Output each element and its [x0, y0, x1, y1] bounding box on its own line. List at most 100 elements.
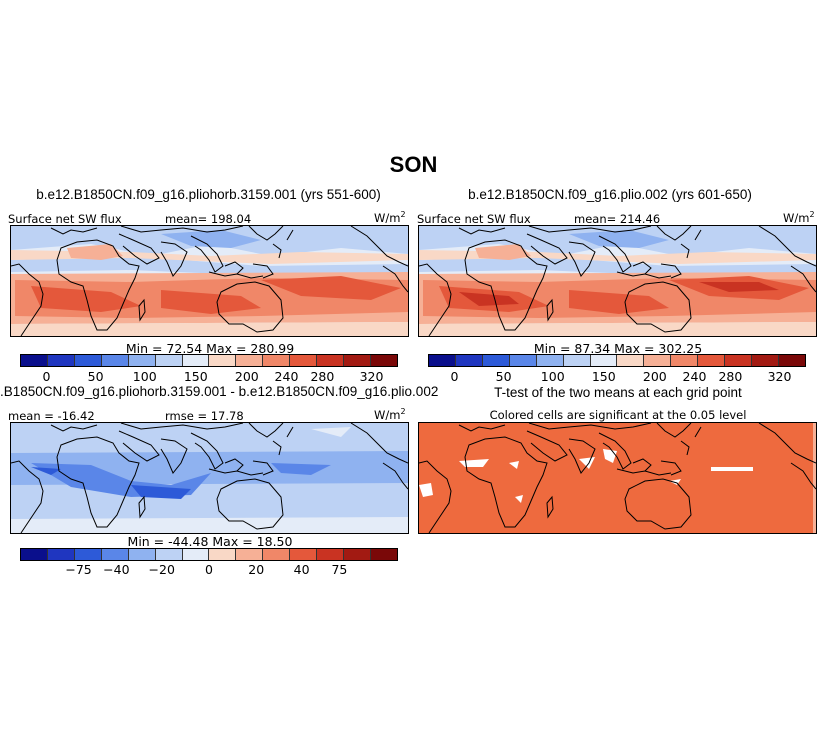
panel3-colorbar-swatch	[128, 549, 156, 560]
panel2-coastline	[656, 226, 692, 241]
panel2-colorbar-tick-label: 100	[540, 369, 565, 384]
panel3-north	[311, 427, 351, 437]
panel4-insignificant-area	[579, 457, 595, 469]
panel3-colorbar-swatch	[101, 549, 129, 560]
panel3-coastline	[252, 460, 274, 476]
panel4-edge	[813, 423, 816, 533]
panel2-colorbar-tick-label: 320	[767, 369, 792, 384]
panel1-colorbar-swatch	[209, 355, 237, 366]
panel3-colorbar-tick-label: −75	[65, 562, 92, 577]
panel1-coastline	[216, 281, 284, 333]
panel2-colorbar-swatch	[509, 355, 537, 366]
panel1-coastline	[382, 265, 408, 293]
panel2-coastline	[624, 281, 692, 333]
panel1-coastline	[224, 261, 244, 275]
panel2-sahara	[475, 244, 531, 260]
panel2-colorbar-tick-label: 150	[591, 369, 616, 384]
panel1-units: W/m2	[374, 210, 406, 225]
panel1-colorbar-swatch	[155, 355, 183, 366]
panel1-colorbar-swatch	[21, 355, 48, 366]
panel4-insignificant-area	[515, 495, 523, 503]
panel3-coastline	[350, 423, 408, 464]
panel3-colorbar-swatch	[74, 549, 102, 560]
panel1-max-indian	[161, 290, 261, 314]
panel2-coastlines	[419, 226, 816, 336]
panel4-coastline	[790, 462, 816, 490]
panel2-colorbar-swatch	[482, 355, 510, 366]
panel3-units: W/m2	[374, 407, 406, 422]
panel2-variable: Surface net SW flux	[417, 212, 531, 226]
panel1-sahara	[67, 244, 123, 260]
panel4-insignificant-area	[419, 483, 433, 497]
panel3-colorbar-tick-label: 40	[293, 562, 310, 577]
page-title: SON	[389, 152, 438, 177]
panel4-coastline	[568, 438, 596, 474]
panel2-colorbar	[428, 354, 806, 367]
panel3-coastline	[190, 432, 224, 470]
panel4-coastline	[464, 436, 548, 528]
panel3-colorbar-tick-label: −40	[103, 562, 130, 577]
panel2-peak-atlantic	[459, 292, 519, 306]
panel1-colorbar-tick-label: 320	[359, 369, 384, 384]
panel2-colorbar-swatch	[617, 355, 645, 366]
panel3-band	[271, 463, 331, 475]
panel4-coastlines	[419, 423, 816, 533]
panel2-colorbar-tick-label: 240	[682, 369, 707, 384]
panel4-insignificant-area	[711, 467, 753, 471]
panel2-colorbar-swatch	[778, 355, 805, 366]
panel1-colorbar-tick-label: 280	[310, 369, 335, 384]
panel2-max-indian	[569, 290, 669, 314]
panel2-map	[418, 225, 817, 337]
panel2-colorbar-swatch	[455, 355, 483, 366]
panel4-coastline	[758, 423, 816, 464]
panel3-colorbar-tick-label: 0	[205, 562, 213, 577]
panel3-coastline	[272, 440, 282, 456]
panel4-coastline	[528, 423, 652, 430]
panel2-coastline	[464, 239, 548, 331]
panel1-colorbar-swatch	[236, 355, 264, 366]
panel1-colorbar-swatch	[128, 355, 156, 366]
panel2-coastline	[458, 227, 506, 235]
panel3-coastline	[216, 478, 284, 530]
panel3-colorbar-tick-label: 75	[331, 562, 348, 577]
panel3-colorbar-tick-label: −20	[148, 562, 175, 577]
panel1-colorbar-swatch	[74, 355, 102, 366]
panel3-colorbar-swatch	[47, 549, 75, 560]
panel3-field	[11, 423, 408, 533]
panel4-coastline	[660, 460, 682, 476]
panel2-colorbar-swatch	[671, 355, 699, 366]
panel3-coastline	[118, 430, 160, 462]
panel3-colorbar-swatch	[317, 549, 345, 560]
panel4-coastline	[526, 430, 568, 462]
panel3-min	[31, 467, 61, 475]
panel2-itcz	[419, 256, 816, 276]
panel4-coastline	[458, 424, 506, 432]
panel1-coastline	[160, 241, 188, 277]
panel2-coastline	[758, 226, 816, 267]
panel3-coastline	[224, 458, 244, 472]
panel1-colorbar-tick-label: 0	[42, 369, 51, 384]
panel2-units: W/m2	[783, 210, 815, 225]
panel3-coastline	[50, 424, 98, 432]
panel2-coastline	[546, 298, 554, 322]
panel1-colorbar-swatch	[263, 355, 291, 366]
panel3-colorbar-swatch	[182, 549, 210, 560]
panel1-colorbar	[20, 354, 398, 367]
panel1-colorbar-swatch	[344, 355, 371, 366]
panel3-coastline	[120, 423, 244, 430]
panel1-max-atlantic	[31, 286, 141, 312]
panel3-coastline	[248, 423, 284, 438]
panel2-coastline	[680, 243, 690, 259]
panel1-coastline	[248, 226, 284, 241]
panel2-coastline	[598, 235, 632, 273]
panel1-coastline	[286, 229, 294, 241]
panel3-coastline	[382, 462, 408, 490]
panel2-colorbar-swatch	[644, 355, 672, 366]
panel1-coastline	[190, 235, 224, 273]
panel4-coastline	[694, 426, 702, 438]
panel3-coastline	[286, 426, 294, 438]
panel3-colorbar-swatch	[209, 549, 237, 560]
panel1-coastlines	[11, 226, 408, 336]
panel3-rmse: rmse = 17.78	[165, 409, 244, 423]
panel2-colorbar-tick-label: 280	[718, 369, 743, 384]
